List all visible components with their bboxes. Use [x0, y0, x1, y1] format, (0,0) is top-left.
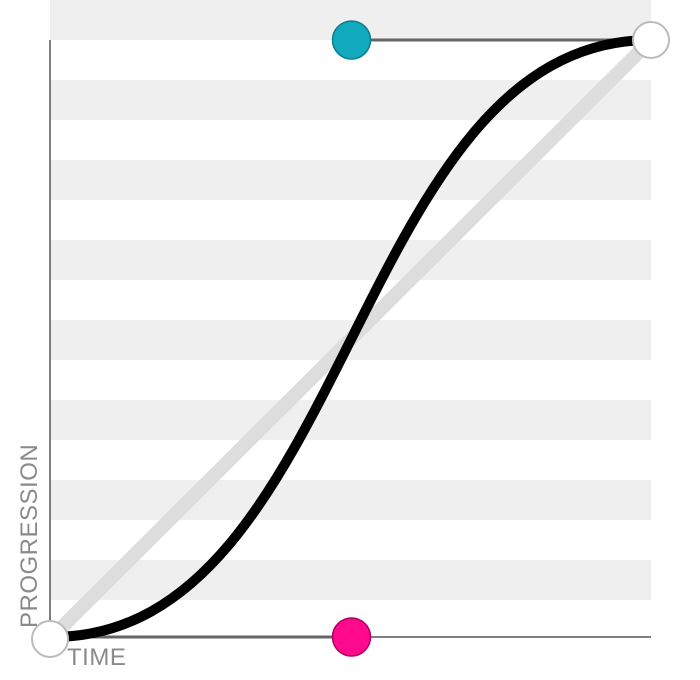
background-stripe: [50, 480, 651, 520]
background-stripe: [50, 560, 651, 600]
background-stripe: [50, 400, 651, 440]
background-stripe: [50, 80, 651, 120]
x-axis-label: TIME: [67, 644, 127, 671]
background-stripe: [50, 160, 651, 200]
y-axis-label: PROGRESSION: [16, 443, 43, 628]
end-point-handle: [632, 21, 670, 59]
background-stripe: [50, 240, 651, 280]
p2-handle[interactable]: [331, 20, 372, 60]
start-point-handle: [31, 620, 69, 658]
easing-curve: [47, 35, 656, 642]
p1-handle[interactable]: [331, 617, 372, 657]
background-stripes: [50, 0, 651, 600]
